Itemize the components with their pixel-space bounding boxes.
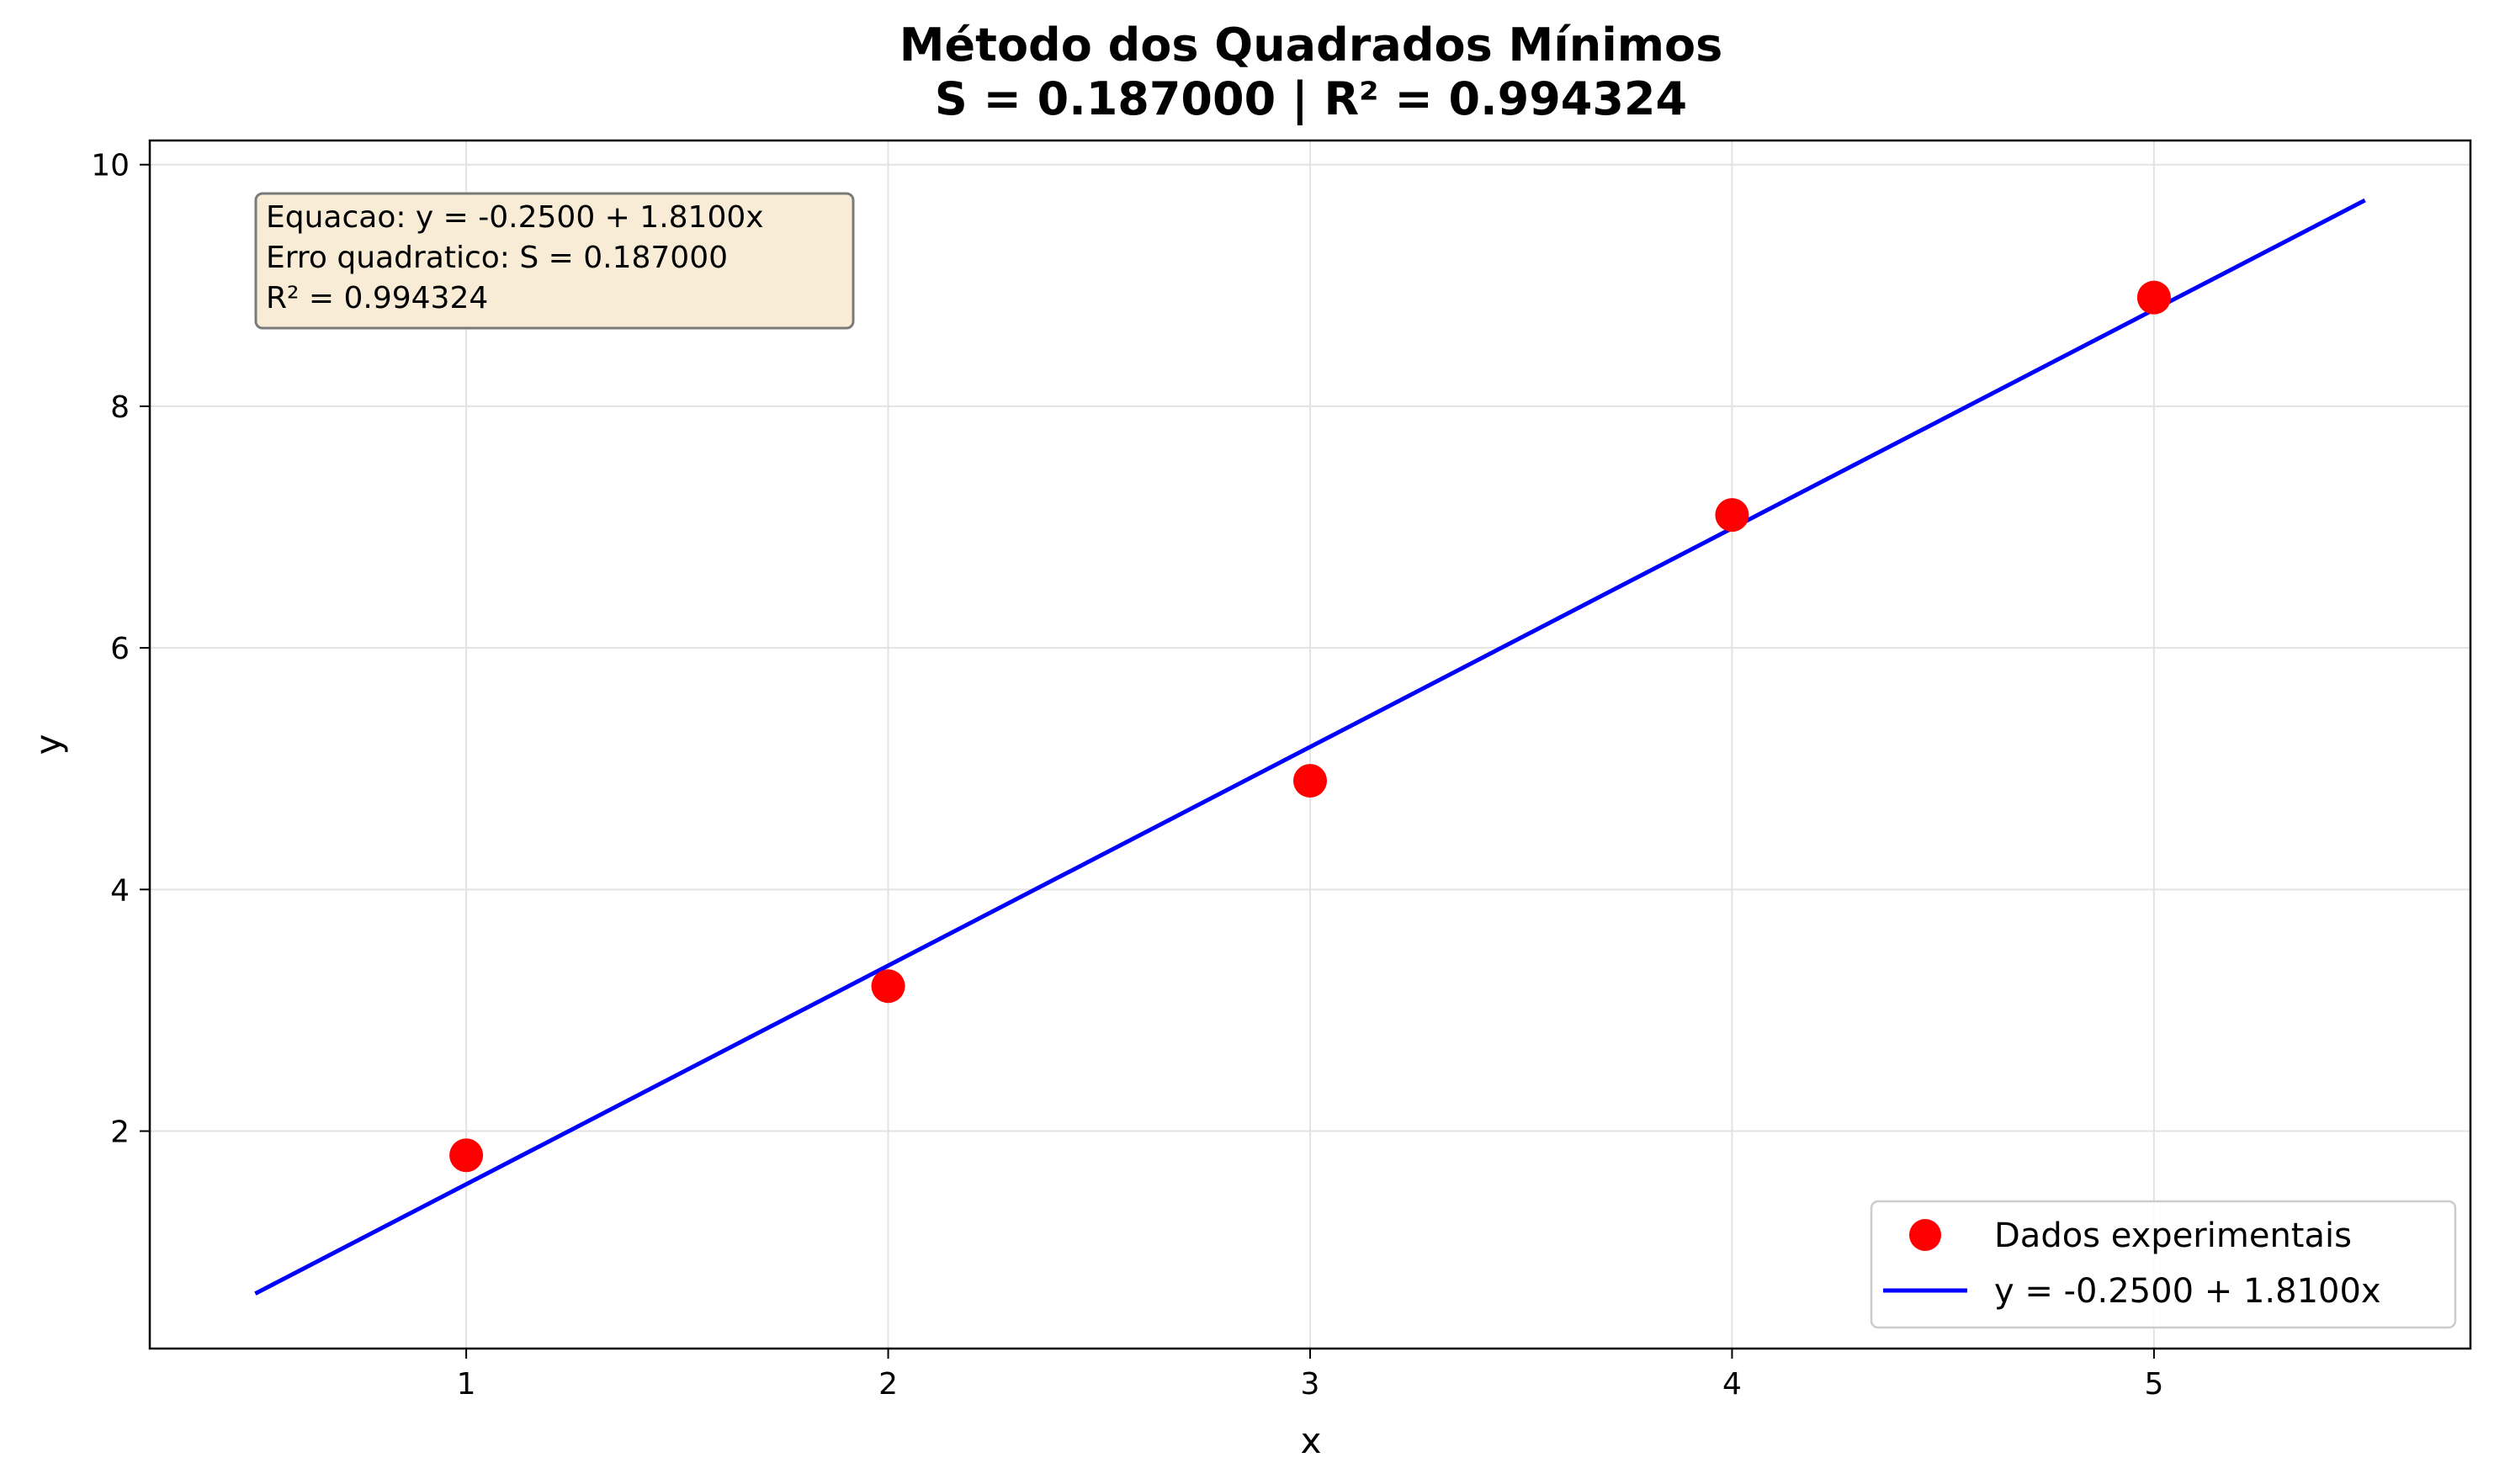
- x-tick-label: 3: [1301, 1367, 1320, 1402]
- data-point: [2136, 280, 2171, 315]
- plot-area: [254, 198, 2366, 1296]
- legend: Dados experimentais y = -0.2500 + 1.8100…: [1870, 1200, 2457, 1329]
- grid: [150, 140, 2470, 1349]
- info-equation: Equacao: y = -0.2500 + 1.8100x: [266, 200, 764, 235]
- data-point: [1715, 498, 1749, 533]
- axis-ticks: 1 2 3 4 5 2 4 6 8 10: [91, 149, 2163, 1402]
- x-tick-label: 1: [457, 1367, 476, 1402]
- chart-title: Método dos Quadrados Mínimos: [899, 19, 1722, 72]
- info-r2: R² = 0.994324: [266, 281, 488, 315]
- y-tick-label: 8: [110, 390, 130, 425]
- y-tick-label: 10: [91, 149, 130, 183]
- info-box-background: [254, 192, 855, 330]
- x-tick-label: 5: [2144, 1367, 2163, 1402]
- data-point: [449, 1138, 484, 1173]
- legend-marker-dados: [1909, 1219, 1941, 1251]
- legend-frame: [1870, 1200, 2457, 1329]
- info-box: Equacao: y = -0.2500 + 1.8100x Erro quad…: [254, 192, 855, 330]
- chart-subtitle: S = 0.187000 | R² = 0.994324: [935, 72, 1687, 125]
- y-tick-label: 2: [110, 1116, 130, 1150]
- x-tick-label: 2: [878, 1367, 898, 1402]
- data-point: [1293, 764, 1327, 798]
- x-tick-label: 4: [1722, 1367, 1742, 1402]
- info-error: Erro quadratico: S = 0.187000: [266, 241, 728, 275]
- fit-line: [254, 198, 2366, 1296]
- data-point: [871, 969, 905, 1004]
- y-tick-label: 6: [110, 632, 130, 666]
- x-axis-label: x: [1301, 1420, 1322, 1461]
- legend-label-dados: Dados experimentais: [1994, 1216, 2352, 1255]
- y-tick-label: 4: [110, 873, 130, 908]
- legend-label-fit: y = -0.2500 + 1.8100x: [1994, 1272, 2381, 1311]
- y-axis-label: y: [28, 734, 69, 755]
